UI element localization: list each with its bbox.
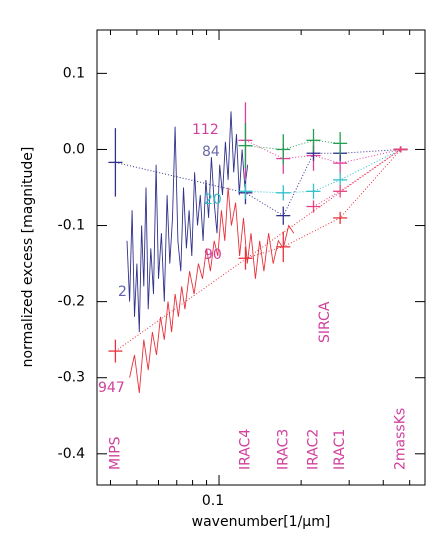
source-label: 90 <box>204 247 222 263</box>
filter-label: IRAC2 <box>305 429 321 470</box>
filter-label: IRAC3 <box>275 429 291 470</box>
y-tick-label: 0.1 <box>63 65 85 81</box>
photometry-link <box>115 149 401 217</box>
spectrum-line <box>126 111 249 333</box>
y-tick-label: -0.2 <box>58 294 85 310</box>
plot-frame <box>96 29 426 486</box>
filter-label: 2massKs <box>393 408 409 470</box>
spectrum-line <box>129 187 295 393</box>
spectrum-label: 947 <box>98 380 125 396</box>
y-tick-label: -0.3 <box>58 370 85 386</box>
source-label: 20 <box>204 192 222 208</box>
filter-label: MIPS <box>107 436 123 470</box>
filter-label: IRAC4 <box>237 429 253 470</box>
spectrum-label: 2 <box>118 284 127 300</box>
photometry-link <box>245 149 401 194</box>
y-tick-label: -0.4 <box>58 446 85 462</box>
x-axis-label: wavenumber[1/µm] <box>192 514 331 530</box>
y-tick-label: -0.1 <box>58 218 85 234</box>
filter-label: IRAC1 <box>332 429 348 470</box>
photometry-link <box>313 149 401 207</box>
photometry-link <box>245 139 341 151</box>
annotation: SIRCA <box>317 301 333 343</box>
photometry-link <box>245 139 401 164</box>
y-axis-label: normalized excess [magnitude] <box>20 147 36 368</box>
source-label: 112 <box>192 122 219 138</box>
x-tick-label: 0.1 <box>202 493 224 509</box>
photometry-link <box>115 149 401 352</box>
source-label: 84 <box>202 144 220 160</box>
y-tick-label: 0.0 <box>63 141 85 157</box>
